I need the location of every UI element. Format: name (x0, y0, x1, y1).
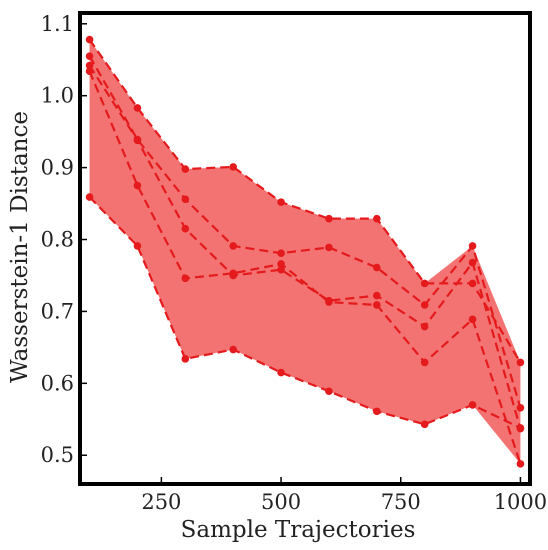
x-tick-label: 750 (381, 490, 421, 514)
tick-layer: 250 500 750 1000 0.5 0.6 0.7 0.8 0.9 1.0 1.1 (41, 12, 548, 514)
data-point (468, 279, 477, 288)
data-point (325, 387, 333, 396)
data-point (229, 242, 237, 250)
data-point (181, 355, 190, 363)
data-point (420, 358, 429, 367)
data-point (181, 274, 190, 283)
data-point (277, 198, 285, 206)
data-point (468, 315, 477, 324)
plot-frame (78, 11, 532, 486)
data-point (85, 52, 94, 60)
data-point (420, 420, 429, 429)
data-point (373, 301, 381, 309)
series-line (88, 196, 521, 429)
data-point (325, 214, 333, 223)
band-layer (89, 39, 521, 464)
data-point (85, 67, 94, 76)
data-point (133, 181, 142, 190)
y-tick-label: 1.1 (41, 12, 74, 36)
data-point (229, 269, 237, 278)
data-point (373, 291, 381, 300)
data-point (181, 165, 190, 173)
data-point (133, 104, 142, 112)
data-point (516, 358, 525, 367)
x-axis-title: Sample Trajectories (181, 517, 416, 543)
y-tick-label: 0.7 (41, 299, 74, 323)
data-point (468, 242, 477, 250)
series-4 (85, 67, 525, 468)
y-tick-label: 0.6 (41, 371, 74, 395)
y-tick-label: 0.8 (41, 228, 74, 252)
data-point (420, 322, 429, 331)
data-point (325, 243, 333, 252)
data-point (229, 163, 237, 171)
data-point (516, 403, 525, 412)
data-point (277, 249, 285, 257)
y-tick-label: 0.9 (41, 156, 74, 180)
data-point (373, 407, 381, 416)
data-point (133, 136, 142, 145)
series-2 (85, 52, 525, 412)
x-tick-label: 500 (261, 490, 301, 514)
x-tick-label: 1000 (494, 490, 547, 514)
data-point (468, 401, 477, 409)
data-point (468, 258, 477, 267)
data-point (516, 460, 525, 468)
data-point (85, 193, 94, 201)
series-line (88, 64, 522, 429)
series-line (88, 70, 522, 465)
data-point (277, 368, 285, 377)
data-point (373, 214, 381, 223)
data-point (277, 265, 285, 274)
data-point (181, 224, 190, 233)
series-5 (85, 193, 525, 432)
y-tick-label: 0.5 (41, 443, 74, 467)
data-point (516, 424, 525, 432)
y-axis-title: Wasserstein-1 Distance (7, 111, 33, 383)
data-point (229, 345, 237, 354)
data-point (420, 279, 429, 288)
data-point (420, 301, 429, 309)
data-point (373, 263, 381, 272)
data-point (85, 61, 94, 70)
data-point (277, 260, 285, 268)
x-tick-label: 250 (141, 490, 181, 514)
range-band (89, 39, 521, 464)
data-point (181, 195, 190, 204)
series-1 (85, 35, 525, 367)
y-tick-label: 1.0 (41, 84, 74, 108)
data-point (133, 242, 142, 250)
data-point (85, 35, 94, 44)
data-point (325, 298, 333, 306)
series-line (88, 55, 522, 409)
series-layer (85, 35, 525, 468)
